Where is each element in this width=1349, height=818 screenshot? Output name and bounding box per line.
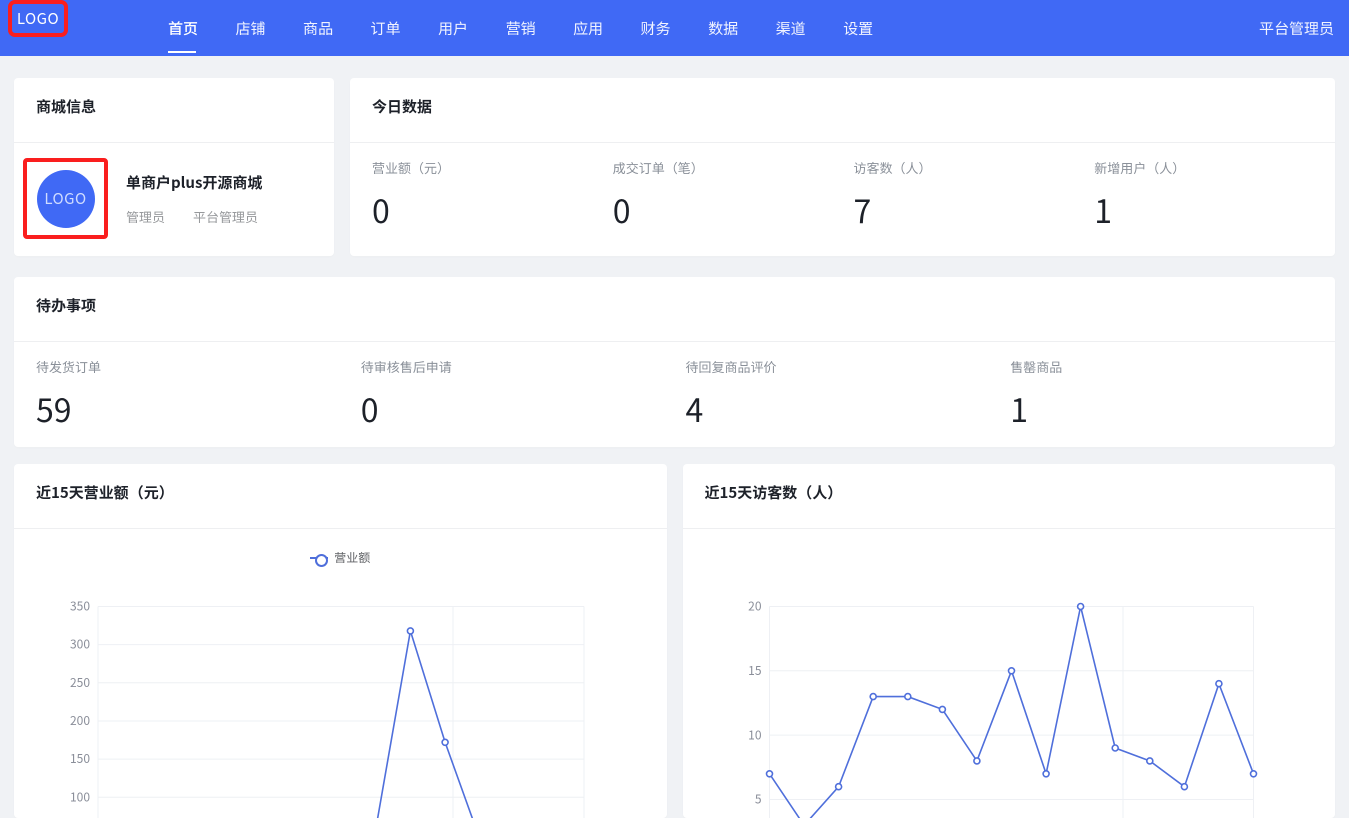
svg-text:300: 300	[70, 636, 90, 653]
svg-text:5: 5	[754, 791, 761, 808]
svg-text:10: 10	[748, 726, 762, 743]
svg-text:15: 15	[748, 662, 762, 679]
svg-text:200: 200	[70, 712, 90, 729]
svg-text:250: 250	[70, 674, 90, 691]
svg-text:150: 150	[70, 750, 90, 767]
svg-text:350: 350	[70, 598, 90, 615]
svg-text:20: 20	[748, 598, 762, 615]
svg-text:100: 100	[70, 788, 90, 805]
